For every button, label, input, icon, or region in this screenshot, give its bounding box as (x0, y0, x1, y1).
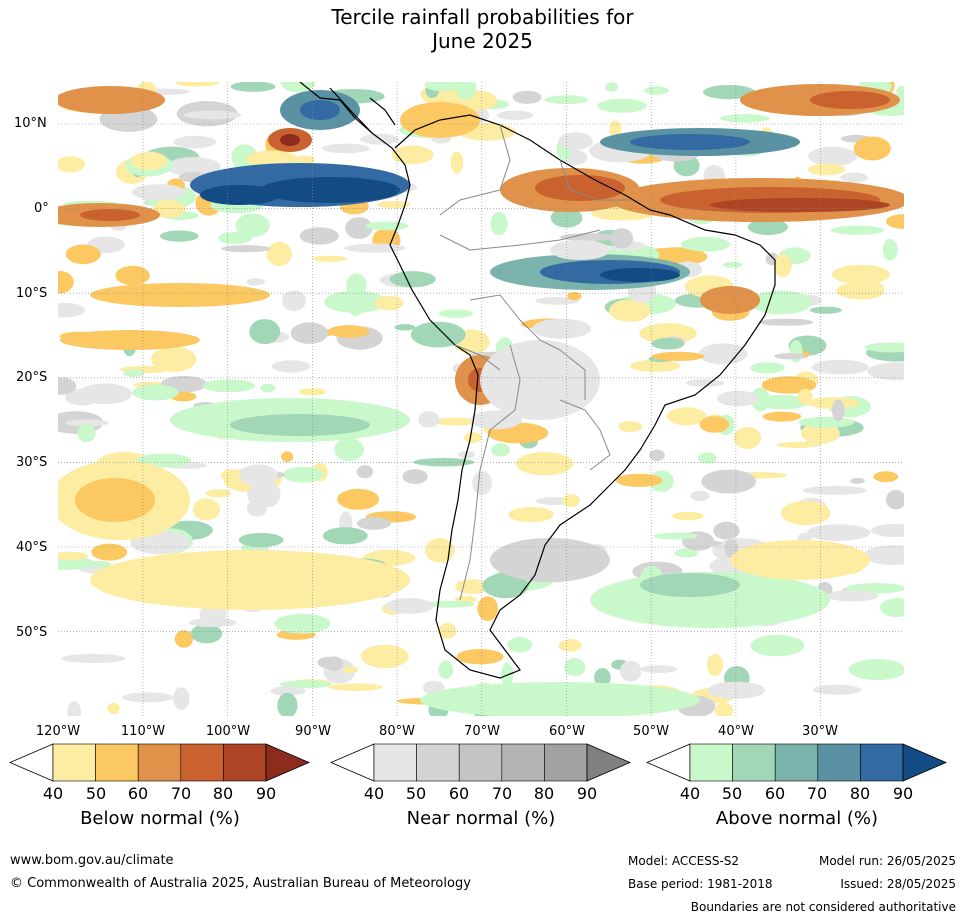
below-colorbar-segment (223, 743, 267, 782)
near-colorbar-segment (501, 743, 545, 782)
near-colorbar-segment (458, 743, 503, 782)
lat-label-10s: 10°S (16, 286, 48, 301)
below-colorbar-segment (137, 743, 182, 782)
map-title-line2: June 2025 (432, 29, 533, 53)
above-tick-60: 60 (764, 784, 786, 803)
near-colorbar-segment (416, 743, 460, 782)
copyright-text: © Commonwealth of Australia 2025, Austra… (10, 876, 471, 891)
lon-label-110w: 110°W (120, 724, 166, 739)
above-normal-title: Above normal (%) (715, 808, 879, 829)
below-normal-title: Below normal (%) (80, 808, 240, 829)
graticule (58, 82, 904, 716)
above-colorbar-segment (732, 743, 776, 782)
lat-label-10n: 10°N (14, 116, 47, 131)
above-colorbar-extend-high (902, 743, 948, 782)
above-tick-70: 70 (806, 784, 828, 803)
below-tick-80: 80 (212, 784, 234, 803)
colorbar-group (8, 743, 948, 782)
lat-label-0: 0° (34, 201, 49, 216)
lon-label-90w: 90°W (295, 724, 331, 739)
near-tick-80: 80 (533, 784, 555, 803)
above-tick-90: 90 (892, 784, 914, 803)
lon-label-50w: 50°W (633, 724, 669, 739)
map-title-line1: Tercile rainfall probabilities for (331, 5, 634, 29)
near-tick-60: 60 (448, 784, 470, 803)
near-colorbar-segment (373, 743, 417, 782)
below-tick-60: 60 (127, 784, 149, 803)
lon-label-30w: 30°W (802, 724, 838, 739)
south-america-coastline (329, 87, 776, 679)
lon-label-40w: 40°W (718, 724, 754, 739)
above-colorbar-segment (689, 743, 733, 782)
near-colorbar-segment (544, 743, 588, 782)
website-link[interactable]: www.bom.gov.au/climate (10, 853, 174, 868)
above-tick-50: 50 (721, 784, 743, 803)
near-tick-70: 70 (491, 784, 513, 803)
base-period-text: Base period: 1981-2018 (628, 877, 773, 891)
below-tick-50: 50 (85, 784, 107, 803)
lon-label-60w: 60°W (549, 724, 585, 739)
near-colorbar-extend-low (329, 743, 375, 782)
lat-label-30s: 30°S (16, 455, 48, 470)
near-normal-title: Near normal (%) (406, 808, 556, 829)
above-colorbar-segment (817, 743, 861, 782)
below-tick-40: 40 (42, 784, 64, 803)
above-tick-80: 80 (849, 784, 871, 803)
near-tick-50: 50 (405, 784, 427, 803)
lat-label-50s: 50°S (16, 625, 48, 640)
above-tick-40: 40 (679, 784, 701, 803)
model-run-text: Model run: 26/05/2025 (818, 854, 956, 868)
country-boundaries (439, 124, 630, 601)
lon-label-120w: 120°W (35, 724, 81, 739)
model-text: Model: ACCESS-S2 (628, 854, 740, 868)
below-colorbar-segment (180, 743, 224, 782)
lon-label-70w: 70°W (464, 724, 500, 739)
issued-text: Issued: 28/05/2025 (840, 877, 956, 891)
below-colorbar-segment (95, 743, 139, 782)
lat-label-40s: 40°S (16, 540, 48, 555)
lon-label-100w: 100°W (205, 724, 251, 739)
below-colorbar-segment (52, 743, 96, 782)
above-colorbar-segment (774, 743, 819, 782)
above-colorbar-segment (860, 743, 904, 782)
near-colorbar-extend-high (586, 743, 632, 782)
lon-label-80w: 80°W (379, 724, 415, 739)
below-colorbar-extend-high (265, 743, 311, 782)
below-colorbar-extend-low (8, 743, 54, 782)
near-tick-90: 90 (576, 784, 598, 803)
probability-field (58, 82, 904, 716)
near-tick-40: 40 (363, 784, 385, 803)
disclaimer-text: Boundaries are not considered authoritat… (690, 900, 956, 914)
below-tick-90: 90 (255, 784, 277, 803)
central-america-coastline (299, 82, 396, 134)
above-colorbar-extend-low (645, 743, 691, 782)
below-tick-70: 70 (170, 784, 192, 803)
lat-label-20s: 20°S (16, 370, 48, 385)
